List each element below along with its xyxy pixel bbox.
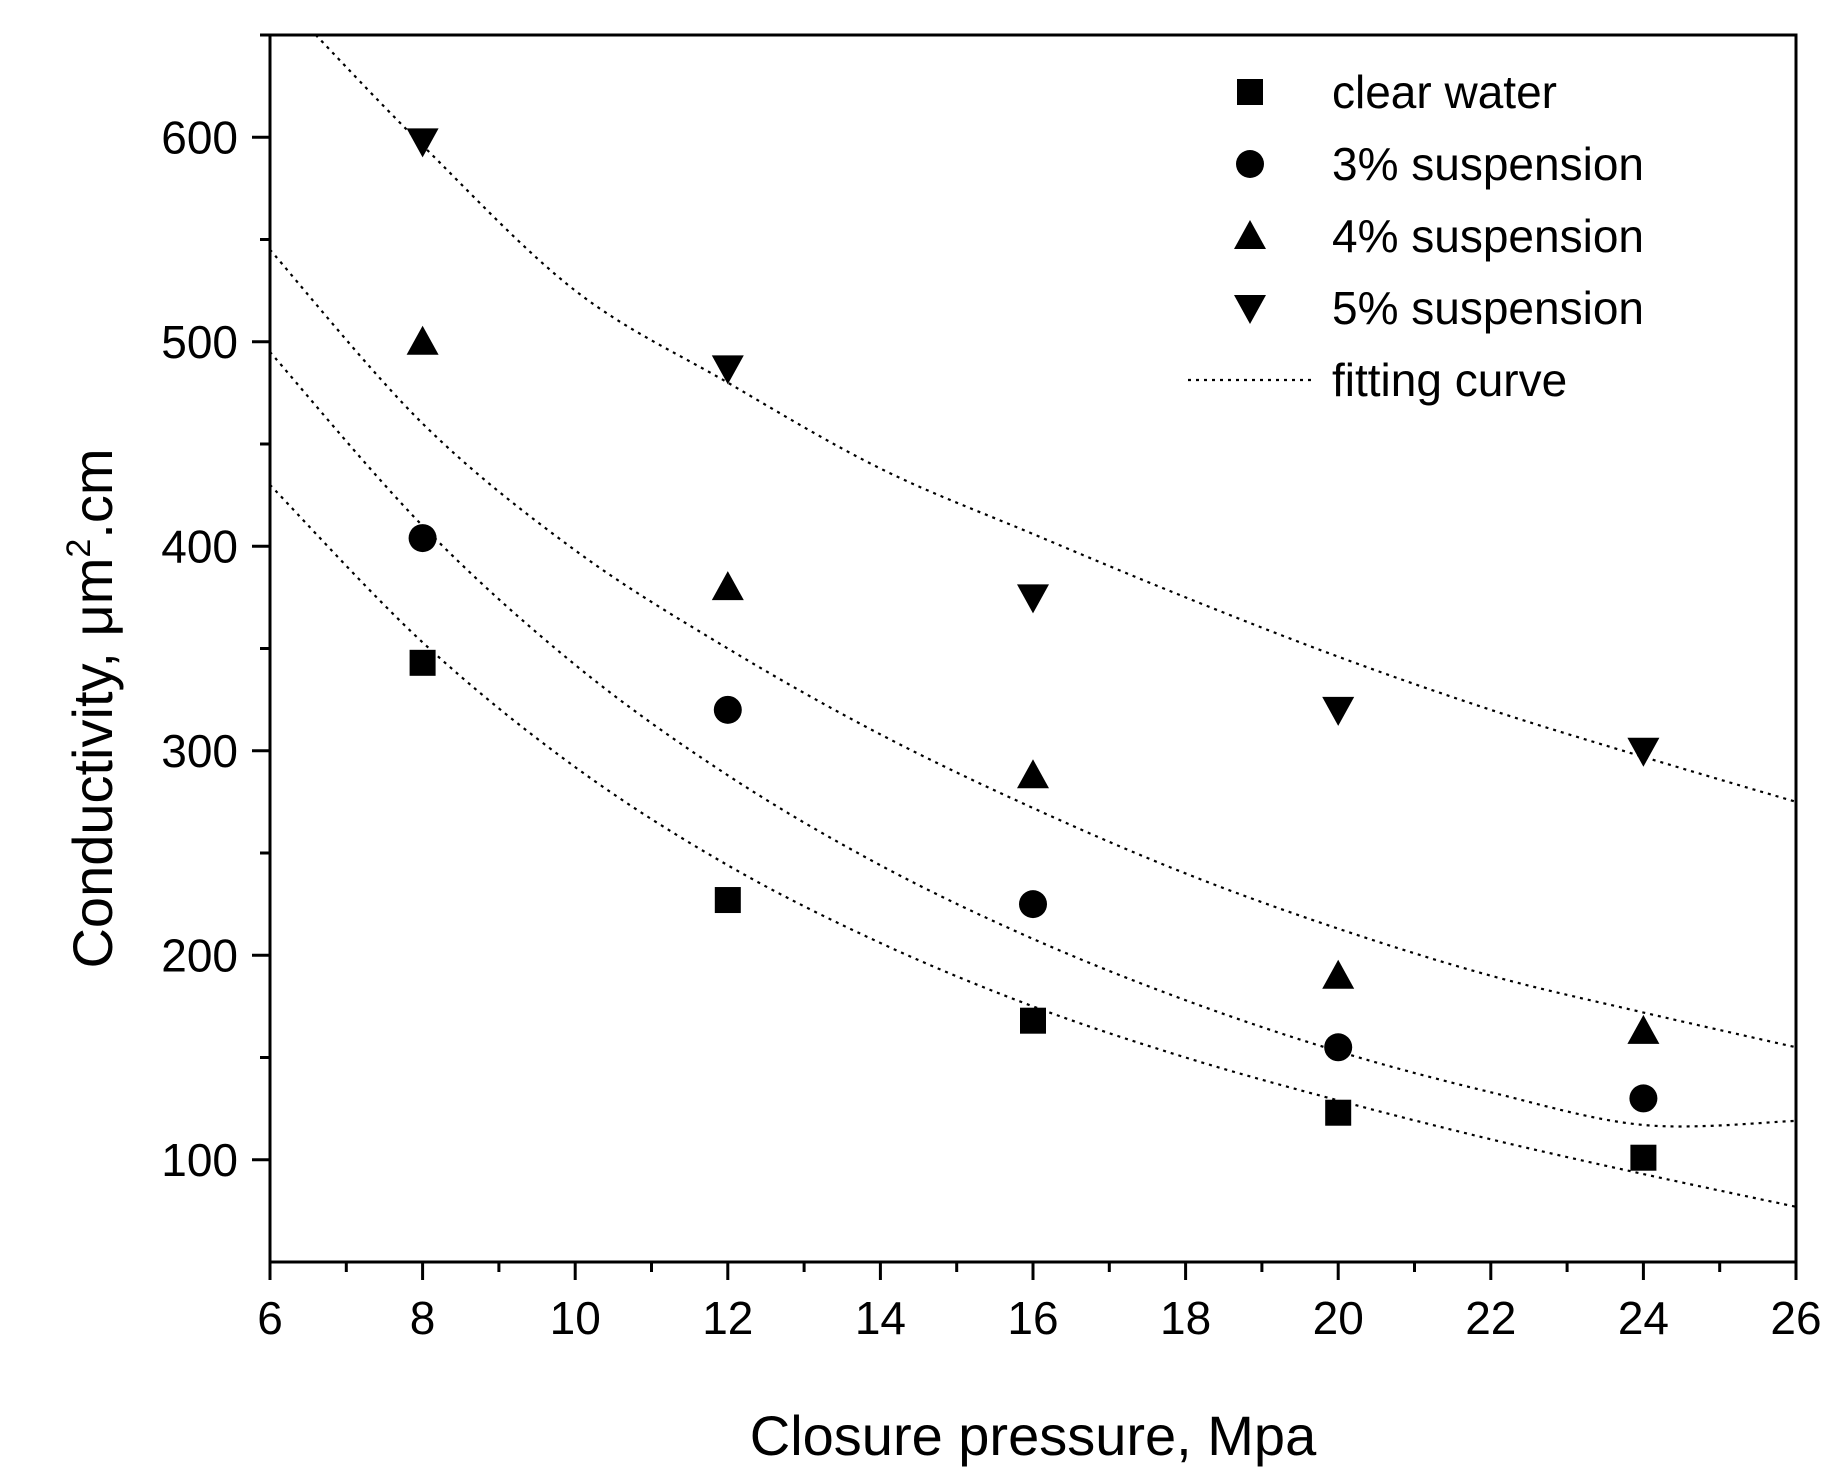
data-point-series-4 — [1627, 737, 1660, 767]
x-tick-label: 18 — [1160, 1292, 1211, 1344]
y-axis-title-main: Conductivity, μm — [61, 558, 124, 969]
legend-marker-series-4 — [1234, 295, 1266, 324]
y-axis-title-superscript: 2 — [60, 539, 98, 558]
x-tick-label: 26 — [1770, 1292, 1821, 1344]
y-tick-label: 600 — [161, 111, 238, 163]
data-point-series-1 — [409, 649, 436, 676]
x-tick-label: 22 — [1465, 1292, 1516, 1344]
data-point-series-4 — [711, 355, 744, 385]
legend-marker-series-3 — [1234, 220, 1266, 249]
legend-label-series-1: clear water — [1332, 66, 1557, 118]
x-axis-title: Closure pressure, Mpa — [750, 1404, 1317, 1467]
data-point-series-2 — [1019, 890, 1047, 919]
y-tick-label: 500 — [161, 316, 238, 368]
data-point-series-1 — [714, 887, 741, 914]
fitting-curve-4 — [314, 35, 1796, 803]
x-tick-label: 16 — [1007, 1292, 1058, 1344]
y-tick-label: 400 — [161, 520, 238, 572]
data-point-series-3 — [1322, 959, 1355, 989]
y-axis-title-tail: .cm — [61, 448, 124, 538]
y-tick-label: 300 — [161, 725, 238, 777]
legend-marker-series-2 — [1236, 150, 1264, 178]
y-axis-title: Conductivity, μm2.cm — [60, 448, 124, 968]
data-point-series-1 — [1630, 1144, 1657, 1171]
x-tick-label: 10 — [550, 1292, 601, 1344]
y-tick-label: 200 — [161, 929, 238, 981]
legend-marker-series-1 — [1237, 79, 1263, 105]
x-tick-label: 20 — [1313, 1292, 1364, 1344]
data-point-series-4 — [1017, 584, 1049, 614]
legend-label-series-2: 3% suspension — [1332, 138, 1644, 190]
data-point-series-3 — [406, 325, 439, 355]
x-tick-label: 8 — [410, 1292, 436, 1344]
data-point-series-1 — [1325, 1099, 1352, 1126]
data-point-series-1 — [1020, 1007, 1046, 1034]
y-tick-label: 100 — [161, 1134, 238, 1186]
data-point-series-2 — [713, 695, 742, 724]
legend-label-series-3: 4% suspension — [1332, 210, 1644, 262]
x-tick-label: 14 — [855, 1292, 906, 1344]
data-point-series-3 — [711, 571, 744, 601]
data-point-series-2 — [1629, 1084, 1658, 1113]
data-point-series-2 — [1324, 1033, 1353, 1062]
data-point-series-4 — [1322, 696, 1355, 726]
data-point-series-2 — [408, 524, 437, 553]
fitting-curve-2 — [270, 351, 1796, 1128]
legend-label-series-4: 5% suspension — [1332, 282, 1644, 334]
x-tick-label: 12 — [702, 1292, 753, 1344]
x-tick-label: 24 — [1618, 1292, 1669, 1344]
data-point-series-3 — [1627, 1014, 1660, 1044]
data-point-series-4 — [406, 128, 439, 158]
x-tick-label: 6 — [257, 1292, 283, 1344]
legend-label-fitting-curve: fitting curve — [1332, 354, 1567, 406]
data-point-series-3 — [1017, 759, 1049, 789]
